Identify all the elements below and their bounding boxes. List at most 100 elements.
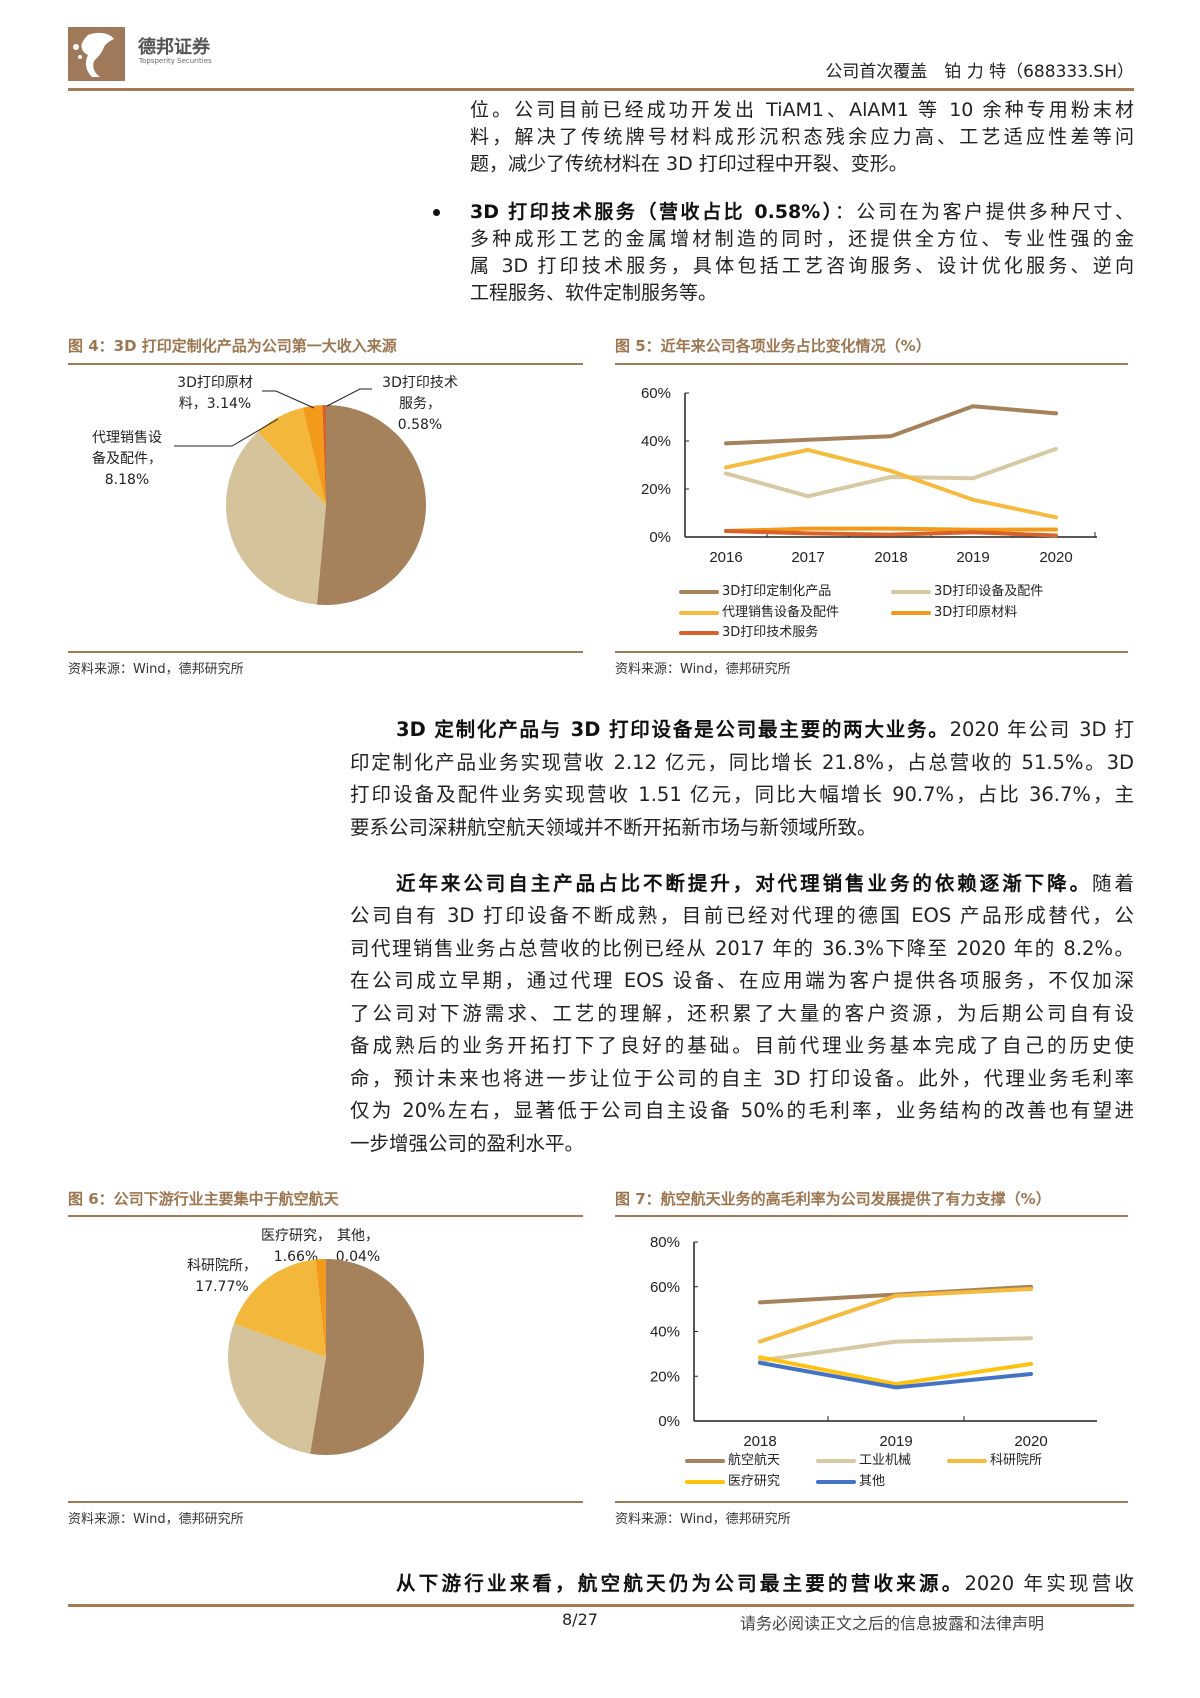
intro-line: 位。公司目前已经成功开发出 TiAM1、AlAM1 等 10 余种专用粉末材 (470, 99, 1134, 121)
legend-swatch (816, 1459, 856, 1463)
legend-item: 代理销售设备及配件 (679, 604, 839, 622)
pie2-label-other: 其他， 0.04% (335, 1228, 381, 1265)
chart1-x-tick-label: 2017 (791, 549, 824, 566)
chart1-series-line (724, 526, 1058, 533)
figure-4-bottom-rule (68, 651, 583, 653)
chart3-series-line (758, 1355, 1033, 1387)
chart1-series-line (724, 404, 1058, 446)
paragraph-line: 司代理销售业务占总营收的比例已经从 2017 年的 36.3%下降至 2020 … (350, 937, 1134, 960)
figure-4-source: 资料来源：Wind，德邦研究所 (68, 662, 244, 677)
chart3-y-tick-label: 80% (650, 1234, 680, 1251)
legend-swatch (891, 611, 931, 615)
pie1-slice (302, 405, 326, 505)
brand-english-name: Topsperity Securities (139, 57, 212, 65)
header-divider (68, 88, 1134, 91)
pie1-leader-line (174, 418, 279, 447)
chart1-y-tick-label: 20% (641, 481, 671, 498)
chart1-x-tick-label: 2018 (874, 549, 907, 566)
bullet-line: 多种成形工艺的金属增材制造的同时，还提供全方位、专业性强的金 (470, 228, 1134, 250)
report-info: 公司首次覆盖 铂 力 特（688333.SH） (825, 62, 1134, 82)
figure-7-title: 图 7：航空航天业务的高毛利率为公司发展提供了有力支撑（%） (615, 1190, 1051, 1208)
page-number: 8/27 (562, 1610, 598, 1629)
pie2-label-research-institutes: 科研院所， 17.77% (187, 1258, 257, 1295)
figure-6-source: 资料来源：Wind，德邦研究所 (68, 1512, 244, 1527)
paragraph-line: 备成熟后的业务开拓打下了良好的基础。目前代理业务基本完成了自己的历史使 (350, 1034, 1134, 1057)
pie1-label-raw-materials: 3D打印原材 料，3.14% (177, 375, 253, 412)
legend-item: 工业机械 (816, 1452, 911, 1470)
pie1-label-agent-sales: 代理销售设 备及配件， 8.18% (92, 430, 162, 488)
legend-swatch (891, 590, 931, 594)
figure-7-source: 资料来源：Wind，德邦研究所 (615, 1512, 791, 1527)
chart1-x-tick-label: 2019 (956, 549, 989, 566)
figure-7-bottom-rule (615, 1501, 1128, 1503)
paragraph-line: 在公司成立早期，通过代理 EOS 设备、在应用端为客户提供各项服务，不仅加深 (350, 969, 1134, 992)
chart3-series-line (758, 1360, 1033, 1390)
legend-item: 3D打印技术服务 (679, 624, 818, 642)
pie1-label-custom-products: 3D打印定制 化产品， 51.45% (337, 510, 413, 568)
chart3-y-tick-label: 40% (650, 1324, 680, 1341)
bullet-line: 属 3D 打印技术服务，具体包括工艺咨询服务、设计优化服务、逆向 (470, 255, 1134, 277)
legend-swatch (685, 1459, 725, 1463)
paragraph-line: 从下游行业来看，航空航天仍为公司最主要的营收来源。2020 年实现营收 (396, 1572, 1134, 1595)
figure-4-title: 图 4：3D 打印定制化产品为公司第一大收入来源 (68, 337, 397, 355)
chart3-y-tick-label: 0% (658, 1413, 680, 1430)
legend-swatch (679, 631, 719, 635)
paragraph-line: 一步增强公司的盈利水平。 (350, 1132, 585, 1155)
figure-5-source: 资料来源：Wind，德邦研究所 (615, 662, 791, 677)
company-logo (68, 27, 125, 81)
legend-item: 3D打印定制化产品 (679, 583, 831, 601)
figure-5-title: 图 5：近年来公司各项业务占比变化情况（%） (615, 337, 931, 355)
chart3-x-tick-label: 2018 (743, 1433, 776, 1450)
legend-swatch (816, 1480, 856, 1484)
paragraph-line: 命，预计未来也将进一步让位于公司的自主 3D 打印设备。此外，代理业务毛利率 (350, 1067, 1134, 1090)
pie2-label-industrial: 工业机械， 27.94% (239, 1365, 309, 1402)
footer-divider (68, 1604, 1134, 1607)
brand-name: 德邦证券 (138, 37, 210, 58)
legend-item: 医疗研究 (685, 1473, 780, 1491)
pie2-label-aerospace: 航空航天， 52.60% (345, 1363, 415, 1400)
paragraph-line: 了公司对下游需求、工艺的理解，还积累了大量的客户资源，为后期公司自有设 (350, 1002, 1134, 1025)
legend-swatch (947, 1459, 987, 1463)
legend-swatch (679, 611, 719, 615)
logo-figure-icon (73, 32, 114, 77)
pie1-slice (322, 405, 326, 505)
pie1-label-equipment: 3D打印设备 及配件， 36.65% (240, 509, 316, 567)
chart3-series-line (758, 1336, 1033, 1363)
legend-item: 科研院所 (947, 1452, 1042, 1470)
legend-swatch (685, 1480, 725, 1484)
pie2-slice (310, 1259, 425, 1455)
chart3-series-line (758, 1286, 1033, 1344)
pie1-leader-line (262, 390, 315, 409)
intro-line: 题，减少了传统材料在 3D 打印过程中开裂、变形。 (470, 153, 908, 175)
paragraph-line: 要系公司深耕航空航天领域并不断开拓新市场与新领域所致。 (350, 816, 877, 839)
pie2-label-medical: 医疗研究， 1.66% (261, 1228, 331, 1265)
chart3-y-tick-label: 20% (650, 1368, 680, 1385)
pie1-label-tech-services: 3D打印技术 服务， 0.58% (382, 375, 458, 433)
paragraph-line: 打印设备及配件业务实现营收 1.51 亿元，同比大幅增长 90.7%，占比 36… (350, 783, 1134, 806)
bullet-icon (433, 209, 440, 216)
pie1-leader-line (326, 388, 372, 407)
figure-4-top-rule (68, 363, 583, 365)
paragraph-line: 印定制化产品业务实现营收 2.12 亿元，同比增长 21.8%，占总营收的 51… (350, 751, 1134, 774)
pie1-slice (258, 407, 326, 505)
paragraph-line: 公司自有 3D 打印设备不断成熟，目前已经对代理的德国 EOS 产品形成替代，公 (350, 904, 1134, 927)
figure-5-bottom-rule (615, 651, 1128, 653)
chart1-x-tick-label: 2016 (709, 549, 742, 566)
figure-7-top-rule (615, 1215, 1128, 1217)
chart1-series-line (724, 447, 1058, 520)
legend-swatch (679, 590, 719, 594)
legend-item: 其他 (816, 1473, 885, 1491)
chart1-y-tick-label: 0% (649, 529, 671, 546)
chart1-y-tick-label: 60% (641, 385, 671, 402)
figure-6-top-rule (68, 1215, 583, 1217)
chart3-x-tick-label: 2019 (879, 1433, 912, 1450)
legend-item: 航空航天 (685, 1452, 780, 1470)
figure-5-top-rule (615, 363, 1128, 365)
figure-6-title: 图 6：公司下游行业主要集中于航空航天 (68, 1190, 339, 1208)
paragraph-line: 3D 定制化产品与 3D 打印设备是公司最主要的两大业务。2020 年公司 3D… (396, 718, 1134, 741)
legend-item: 3D打印原材料 (891, 604, 1017, 622)
bullet-line: 3D 打印技术服务（营收占比 0.58%）：公司在为客户提供多种尺寸、 (470, 201, 1134, 223)
chart3-series-line (758, 1284, 1033, 1305)
chart1-series-line (724, 446, 1058, 499)
pie2-slice (315, 1259, 326, 1357)
